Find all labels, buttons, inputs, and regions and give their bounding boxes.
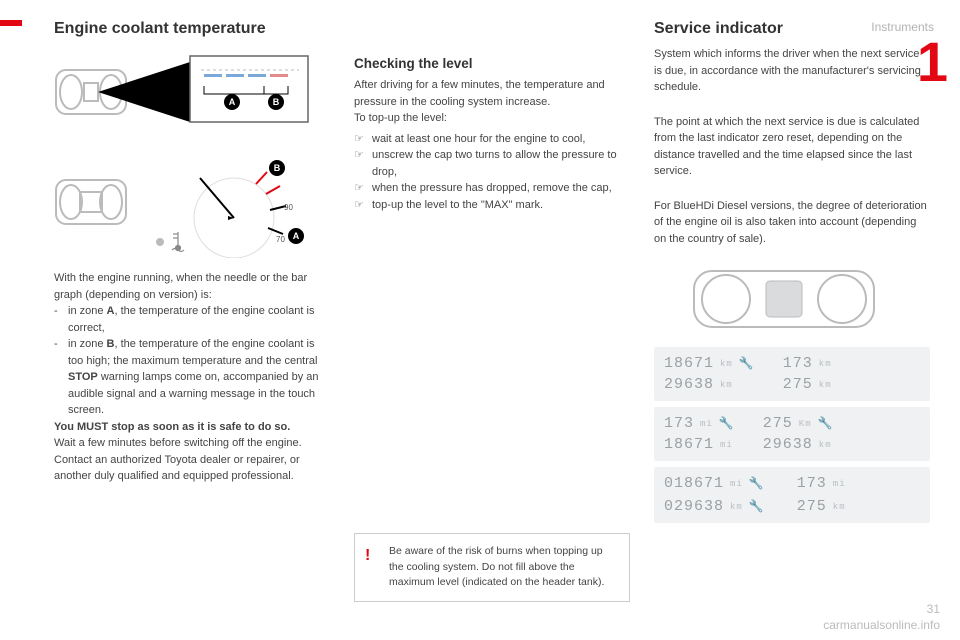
coolant-zone-list: in zone A, the temperature of the engine… [54,303,330,419]
col-checking: Checking the level After driving for a f… [354,20,630,630]
coolant-gauge-figure: 90 70 B A [54,148,330,258]
service-cluster-figure [654,265,930,335]
col-coolant: Engine coolant temperature [54,20,330,630]
step-4: top-up the level to the "MAX" mark. [354,197,630,214]
wrench-icon: 🔧 [749,499,765,514]
wait-text: Wait a few minutes before switching off … [54,435,330,452]
zone-b-item: in zone B, the temperature of the engine… [54,336,330,419]
contact-text: Contact an authorized Toyota dealer or r… [54,452,330,485]
page-number: 31 [927,602,940,616]
warning-text: Be aware of the risk of burns when toppi… [389,545,604,589]
svg-text:70: 70 [276,235,285,244]
wrench-icon: 🔧 [749,476,765,491]
svg-text:B: B [273,97,280,107]
col-service: Service indicator System which informs t… [654,20,930,630]
svg-text:B: B [274,163,281,173]
wrench-icon: 🔧 [719,416,735,431]
step-1: wait at least one hour for the engine to… [354,131,630,148]
svg-text:90: 90 [284,203,293,212]
wrench-icon: 🔧 [739,356,755,371]
coolant-intro: With the engine running, when the needle… [54,270,330,303]
odo-pair-1: 18671km🔧 29638km 173km 275km [654,347,930,401]
odometer-readouts: 18671km🔧 29638km 173km 275km 173mi🔧 1867… [654,347,930,529]
odo-pair-3: 018671mi🔧173mi 029638km🔧275km [654,467,930,523]
svg-text:A: A [229,97,236,107]
section-number: 1 [917,34,948,90]
svg-text:A: A [293,231,300,241]
checking-steps: wait at least one hour for the engine to… [354,131,630,214]
service-p2: The point at which the next service is d… [654,114,930,180]
checking-p1: After driving for a few minutes, the tem… [354,77,630,110]
warning-icon: ! [365,544,370,568]
step-3: when the pressure has dropped, remove th… [354,180,630,197]
coolant-title: Engine coolant temperature [54,20,330,38]
manual-page: Instruments 1 Engine coolant temperature [0,0,960,640]
checking-p2: To top-up the level: [354,110,630,127]
checking-subtitle: Checking the level [354,56,630,71]
must-stop: You MUST stop as soon as it is safe to d… [54,419,330,436]
wrench-icon: 🔧 [818,416,834,431]
step-2: unscrew the cap two turns to allow the p… [354,147,630,180]
warning-box: ! Be aware of the risk of burns when top… [354,533,630,602]
zone-a-item: in zone A, the temperature of the engine… [54,303,330,336]
service-p3: For BlueHDi Diesel versions, the degree … [654,198,930,248]
watermark: carmanualsonline.info [823,618,940,632]
columns: Engine coolant temperature [54,20,930,630]
coolant-bargraph-figure: A B [54,50,330,136]
service-p1: System which informs the driver when the… [654,46,930,96]
page-accent [0,20,22,26]
odo-pair-2: 173mi🔧 18671mi 275Km🔧 29638km [654,407,930,461]
